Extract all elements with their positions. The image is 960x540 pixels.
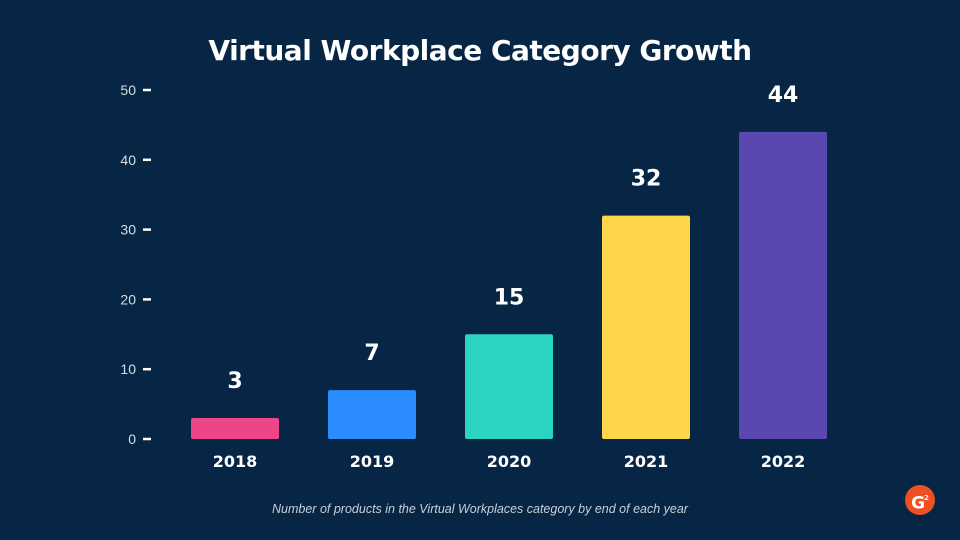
value-label-2020: 15 [494, 285, 525, 310]
bars [191, 131, 827, 439]
chart-title: Virtual Workplace Category Growth [208, 34, 752, 67]
x-tick-label-2021: 2021 [624, 452, 669, 471]
x-axis-labels: 2018 2019 2020 2021 2022 [213, 452, 806, 471]
y-axis: 0 10 20 30 40 50 [120, 82, 151, 447]
value-labels: 3 7 15 32 44 [227, 83, 798, 394]
y-tick-label: 0 [128, 431, 136, 447]
g2-logo-icon: G2 [905, 485, 935, 515]
y-tick-label: 10 [120, 361, 136, 377]
bar-2020 [465, 334, 553, 439]
value-label-2019: 7 [364, 341, 379, 366]
x-tick-label-2019: 2019 [350, 452, 395, 471]
y-tick-label: 40 [120, 152, 136, 168]
y-tick-label: 30 [120, 222, 136, 238]
logo-text: G [911, 493, 926, 514]
bar-2018 [191, 418, 279, 439]
logo-sup: 2 [924, 494, 929, 502]
y-tick-label: 50 [120, 82, 136, 98]
value-label-2021: 32 [631, 167, 662, 192]
value-label-2018: 3 [227, 369, 242, 394]
y-tick-label: 20 [120, 291, 136, 307]
x-tick-label-2018: 2018 [213, 452, 258, 471]
x-tick-label-2022: 2022 [761, 452, 806, 471]
chart-caption: Number of products in the Virtual Workpl… [272, 502, 688, 516]
bar-2019 [328, 390, 416, 439]
bar-2021 [602, 215, 690, 439]
value-label-2022: 44 [768, 83, 799, 108]
x-tick-label-2020: 2020 [487, 452, 532, 471]
bar-2022 [739, 131, 827, 439]
